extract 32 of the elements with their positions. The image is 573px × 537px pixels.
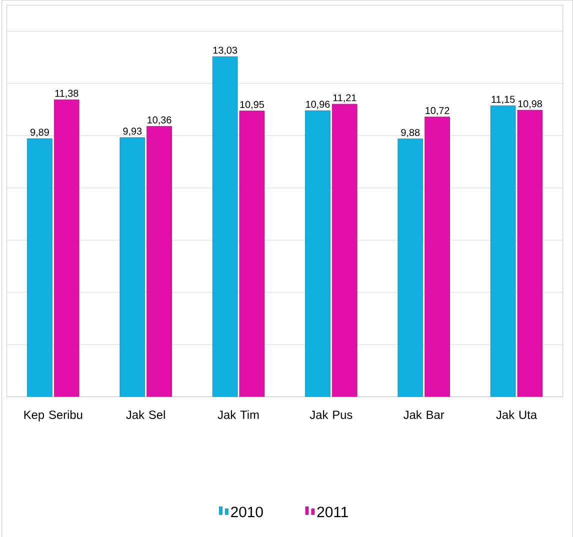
data-label: 10,98 xyxy=(518,100,542,108)
x-tick-label: Jak Tim xyxy=(218,410,259,419)
bar xyxy=(27,138,52,397)
data-label: 9,89 xyxy=(30,128,49,137)
legend-label: 2010 xyxy=(231,506,263,517)
data-label: 11,21 xyxy=(333,94,356,102)
data-label: 10,96 xyxy=(306,100,330,109)
data-label: 13,03 xyxy=(213,46,238,55)
bar xyxy=(305,110,330,397)
x-tick-label: Kep Seribu xyxy=(24,410,82,422)
bar xyxy=(146,126,172,397)
data-label: 11,38 xyxy=(55,90,78,98)
x-tick-label: Jak Pus xyxy=(310,410,352,419)
legend-label: 2011 xyxy=(317,506,348,517)
data-label: 10,36 xyxy=(148,116,172,124)
bar xyxy=(212,56,238,397)
bar xyxy=(490,105,516,397)
bar xyxy=(398,138,424,397)
bar xyxy=(239,110,265,397)
x-tick-label: Jak Bar xyxy=(404,410,444,419)
bar xyxy=(517,110,543,397)
bar xyxy=(120,137,146,397)
x-tick-label: Jak Sel xyxy=(126,410,165,419)
data-label: 11,15 xyxy=(492,96,515,104)
data-label: 9,93 xyxy=(123,127,142,136)
x-tick-label: Jak Uta xyxy=(496,410,538,419)
data-label: 10,72 xyxy=(426,106,450,115)
data-label: 10,95 xyxy=(240,100,264,109)
bar xyxy=(424,116,450,397)
bar xyxy=(54,99,80,397)
bar xyxy=(332,104,358,397)
data-label: 9,88 xyxy=(401,128,420,137)
